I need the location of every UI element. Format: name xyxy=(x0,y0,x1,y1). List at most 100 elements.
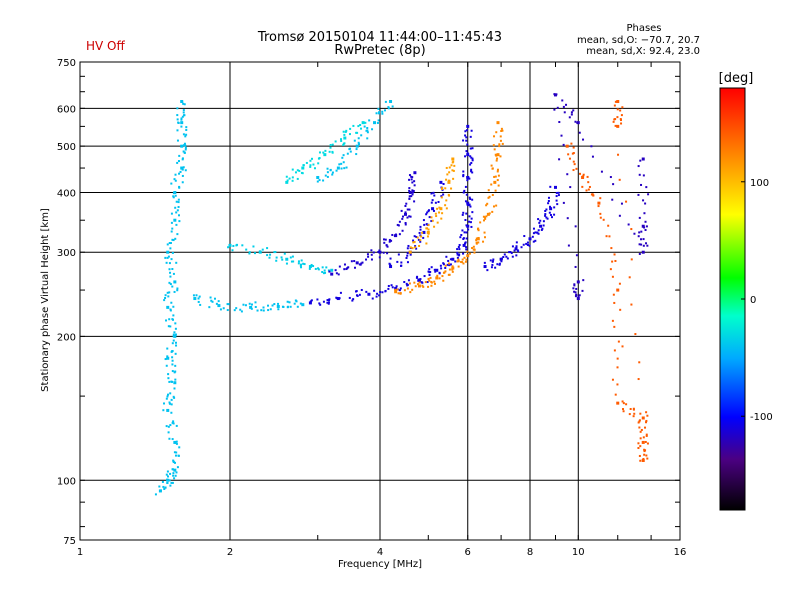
data-point xyxy=(331,150,334,153)
data-point xyxy=(471,171,474,174)
data-point xyxy=(640,243,643,246)
data-point xyxy=(171,370,174,373)
data-point xyxy=(169,308,172,311)
data-point xyxy=(393,235,396,238)
data-point xyxy=(417,279,420,282)
data-point xyxy=(491,167,494,170)
data-point xyxy=(370,258,373,261)
data-point xyxy=(439,207,443,211)
data-point xyxy=(387,287,390,290)
data-point xyxy=(483,265,487,269)
data-point xyxy=(275,259,278,262)
data-point xyxy=(557,194,560,197)
data-point xyxy=(639,437,642,440)
data-point xyxy=(343,268,346,271)
data-point xyxy=(545,216,548,219)
data-point xyxy=(277,302,280,305)
data-point xyxy=(445,178,448,181)
data-point xyxy=(412,191,415,194)
data-point xyxy=(404,204,407,207)
data-point xyxy=(447,259,450,262)
data-point xyxy=(328,298,331,301)
data-point xyxy=(300,266,303,269)
data-point xyxy=(291,179,294,182)
hv-status: HV Off xyxy=(86,39,125,53)
data-point xyxy=(522,243,525,246)
data-point xyxy=(162,409,165,412)
data-point xyxy=(298,169,301,172)
data-point xyxy=(641,250,645,254)
data-point xyxy=(399,287,402,290)
data-point xyxy=(464,185,467,188)
data-point xyxy=(405,282,408,285)
data-point xyxy=(175,200,178,203)
data-point xyxy=(326,171,329,174)
data-point xyxy=(466,250,469,253)
data-point xyxy=(611,319,614,322)
data-point xyxy=(283,252,286,255)
data-point xyxy=(549,185,552,188)
data-point xyxy=(426,230,430,234)
data-point xyxy=(296,177,299,180)
data-point xyxy=(422,236,425,239)
data-point xyxy=(417,284,421,288)
x-tick-label: 16 xyxy=(674,547,687,558)
data-point xyxy=(613,325,616,328)
colorbar xyxy=(719,87,746,511)
data-point xyxy=(546,217,549,220)
data-point xyxy=(582,279,585,282)
data-point xyxy=(426,227,429,230)
data-point xyxy=(182,109,185,112)
data-point xyxy=(419,225,422,228)
data-point xyxy=(291,255,294,258)
data-point xyxy=(285,180,289,184)
data-point xyxy=(483,219,486,222)
data-point xyxy=(168,318,171,321)
data-point xyxy=(444,270,447,273)
data-point xyxy=(422,230,426,234)
data-point xyxy=(408,215,411,218)
data-point xyxy=(434,212,437,215)
data-point xyxy=(314,267,317,270)
data-point xyxy=(171,468,174,471)
data-point xyxy=(470,170,473,173)
data-point xyxy=(421,281,424,284)
data-point xyxy=(322,151,325,154)
data-point xyxy=(166,355,169,358)
data-point xyxy=(542,220,545,223)
data-point xyxy=(173,381,177,385)
data-point xyxy=(285,175,288,178)
data-point xyxy=(442,193,445,196)
data-point xyxy=(456,251,459,254)
data-point xyxy=(254,305,257,308)
data-point xyxy=(445,166,448,169)
data-point xyxy=(167,325,170,328)
data-point xyxy=(401,229,404,232)
data-point xyxy=(309,265,312,268)
data-point xyxy=(180,144,184,148)
data-point xyxy=(644,426,647,429)
data-point xyxy=(195,294,198,297)
data-point xyxy=(211,300,214,303)
data-point xyxy=(487,196,490,199)
data-point xyxy=(464,242,467,245)
data-point xyxy=(170,301,173,304)
data-point xyxy=(468,220,471,223)
data-point xyxy=(439,180,443,184)
data-point xyxy=(459,236,462,239)
data-point xyxy=(422,285,425,288)
data-point xyxy=(526,241,529,244)
data-point xyxy=(475,242,478,245)
data-point xyxy=(171,251,174,254)
data-point xyxy=(493,135,496,138)
data-point xyxy=(169,325,172,328)
data-point xyxy=(479,221,482,224)
data-point xyxy=(608,235,611,238)
data-point xyxy=(470,161,473,164)
data-point xyxy=(308,267,311,270)
data-point xyxy=(197,297,200,300)
data-point xyxy=(484,217,487,220)
data-point xyxy=(166,347,169,350)
data-point xyxy=(496,153,500,157)
data-point xyxy=(165,364,168,367)
